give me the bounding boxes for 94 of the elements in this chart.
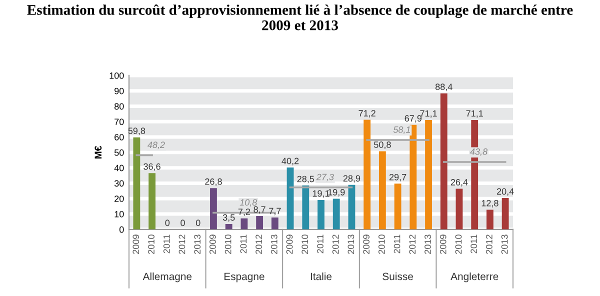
- data-label: 71,2: [358, 110, 376, 118]
- bar: [133, 137, 140, 230]
- bar: [378, 151, 386, 230]
- text: Suisse: [382, 272, 413, 280]
- y-axis-title: M€: [94, 146, 102, 159]
- data-label: 28,9: [343, 175, 360, 183]
- y-tick-label: 70: [114, 118, 124, 126]
- data-label: 26,8: [205, 178, 222, 186]
- bar: [348, 184, 356, 230]
- y-tick-label: 50: [114, 149, 124, 156]
- y-tick-label: 0: [119, 226, 124, 233]
- y-tick-label: 60: [114, 134, 124, 140]
- bar: [425, 120, 432, 230]
- x-tick-label: 2012: [256, 234, 262, 254]
- data-label: 29,7: [389, 174, 406, 182]
- data-label: 71,1: [420, 110, 437, 118]
- bar: [364, 120, 371, 230]
- y-tick-label: 30: [114, 180, 124, 187]
- y-tick-label: 10: [114, 210, 124, 218]
- bar: [502, 198, 509, 230]
- bar: [456, 188, 463, 230]
- x-tick-label: 2009: [210, 234, 216, 254]
- bar: [286, 168, 294, 230]
- y-tick-label: 100: [110, 72, 124, 79]
- text: Italie: [310, 272, 332, 280]
- x-tick-label: 2011: [317, 234, 324, 254]
- x-tick-label: 2012: [332, 234, 339, 254]
- y-tick-label: 40: [114, 164, 124, 172]
- x-tick-label: 2011: [163, 234, 170, 254]
- data-label: 0: [196, 220, 200, 226]
- data-label: 20,4: [496, 188, 514, 196]
- bar: [332, 198, 340, 230]
- data-label: 40,2: [282, 158, 299, 166]
- x-tick-label: 2012: [486, 234, 492, 254]
- x-tick-label: 2013: [348, 234, 354, 254]
- data-label: 7,2: [238, 208, 250, 216]
- bar: [256, 216, 264, 230]
- x-tick-label: 2012: [409, 234, 416, 254]
- bar: [225, 224, 232, 230]
- x-tick-label: 2011: [394, 234, 400, 254]
- x-tick-label: 2011: [470, 234, 478, 254]
- x-tick-label: 2009: [363, 234, 370, 254]
- data-label: 71,1: [466, 110, 483, 118]
- bar: [440, 93, 448, 230]
- x-tick-label: 2013: [270, 234, 278, 254]
- data-label: 0: [180, 220, 185, 226]
- data-label: 50,8: [374, 141, 391, 149]
- y-tick-label: 90: [114, 88, 124, 94]
- bar: [148, 173, 156, 230]
- data-label: 10,8: [240, 199, 258, 207]
- data-label: 28,5: [297, 176, 314, 184]
- x-tick-label: 2013: [501, 234, 508, 254]
- x-tick-label: 2010: [224, 234, 232, 254]
- bar: [486, 210, 494, 230]
- data-label: 27,3: [316, 174, 334, 182]
- data-label: 3,5: [222, 214, 235, 222]
- bar: [410, 124, 417, 230]
- bar: [318, 200, 324, 230]
- x-tick-label: 2013: [194, 234, 201, 254]
- x-tick-label: 2013: [424, 234, 431, 254]
- bar: [394, 184, 402, 230]
- bar: [210, 188, 217, 230]
- x-tick-label: 2010: [148, 234, 154, 254]
- data-label: 58,1: [393, 126, 410, 134]
- y-tick-label: 20: [114, 196, 124, 202]
- data-label: 7,7: [269, 208, 281, 216]
- text: Allemagne: [142, 272, 192, 282]
- data-label: 43,8: [470, 148, 488, 156]
- bar: [302, 186, 310, 230]
- x-tick-label: 2009: [132, 234, 140, 254]
- data-label: 12,8: [482, 200, 498, 208]
- text: Espagne: [224, 272, 264, 282]
- x-tick-label: 2011: [240, 234, 247, 254]
- x-tick-label: 2010: [302, 234, 308, 254]
- data-label: 19,9: [328, 189, 345, 197]
- data-label: 8,7: [254, 206, 266, 214]
- x-tick-label: 2010: [378, 234, 385, 254]
- bar: [240, 218, 248, 230]
- y-tick-label: 80: [114, 103, 124, 110]
- x-tick-label: 2009: [440, 234, 446, 254]
- chart-title: Estimation du surcoût d’approvisionnement lié à l’absence de couplage de marché entre 2009 et 2013: [27, 4, 573, 30]
- data-label: 36,6: [144, 163, 160, 171]
- data-label: 59,8: [128, 128, 146, 136]
- data-label: 0: [165, 220, 170, 226]
- data-label: 48,2: [147, 142, 165, 150]
- data-label: 26,4: [450, 179, 468, 187]
- text: Angleterre: [450, 272, 498, 282]
- data-label: 88,4: [435, 84, 452, 92]
- x-tick-label: 2010: [455, 234, 462, 254]
- x-tick-label: 2012: [178, 234, 186, 254]
- data-label: 67,9: [404, 115, 422, 123]
- bar: [271, 218, 278, 230]
- x-tick-label: 2009: [286, 234, 293, 254]
- data-label: 19,1: [312, 190, 330, 198]
